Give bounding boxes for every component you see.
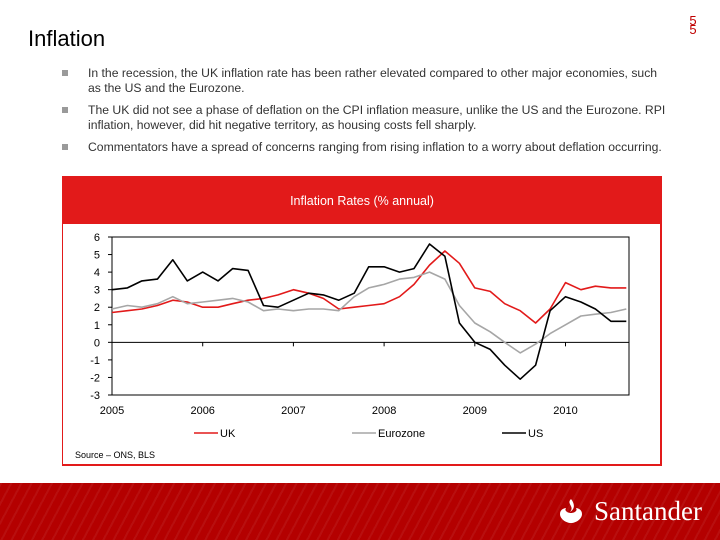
footer-band [0,483,720,540]
bullet-text: In the recession, the UK inflation rate … [88,66,658,95]
x-tick-label: 2008 [372,405,396,417]
square-bullet-icon [62,70,68,76]
chart-title: Inflation Rates (% annual) [290,194,434,208]
plot-area: -3 -2 -1 0 1 2 3 4 5 6 2005 2006 2007 2008 2009 2010 UK E… [63,224,660,464]
page-number: 5 5 [686,13,700,37]
y-tick-label: -2 [90,372,100,384]
x-tick-label: 2005 [100,405,124,417]
series-line-us [111,243,627,380]
bullet-item: In the recession, the UK inflation rate … [62,66,672,96]
y-tick-label: -3 [90,390,100,402]
santander-logo: Santander [556,495,702,527]
x-tick-label: 2007 [281,405,305,417]
x-tick-label: 2010 [553,405,577,417]
y-tick-label: 1 [94,320,100,332]
square-bullet-icon [62,144,68,150]
legend-label-uk: UK [220,428,236,440]
bullet-item: Commentators have a spread of concerns r… [62,140,672,155]
y-tick-label: 5 [94,250,100,262]
x-tick-label: 2009 [463,405,487,417]
bullet-text: The UK did not see a phase of deflation … [88,103,666,132]
santander-flame-icon [560,499,582,523]
page-title: Inflation [28,26,106,51]
source-label: Source – ONS, BLS [75,450,156,460]
bullet-item: The UK did not see a phase of deflation … [62,103,672,133]
page-number-value: 5 [689,13,697,28]
y-tick-label: 3 [94,285,100,297]
series-line-uk [111,250,627,324]
square-bullet-icon [62,107,68,113]
chart-panel: Inflation Rates (% annual) -3 -2 -1 0 1 2 3 4 5 6… [62,176,662,466]
plot-border [111,236,630,396]
series-line-eurozone [111,271,627,354]
y-tick-label: 0 [94,337,100,349]
page-number-echo: 5 [689,22,697,37]
santander-wordmark: Santander [594,495,702,526]
y-tick-label: 2 [94,302,100,314]
y-tick-label: 6 [94,232,100,244]
legend-label-eurozone: Eurozone [378,428,425,440]
x-tick-label: 2006 [190,405,214,417]
legend-label-us: US [528,428,543,440]
y-tick-label: -1 [90,355,100,367]
y-tick-label: 4 [94,267,100,279]
inflation-line-chart: -3 -2 -1 0 1 2 3 4 5 6 2005 2006 2007 2008 2009 2010 UK E… [90,232,630,440]
bullet-text: Commentators have a spread of concerns r… [88,140,662,154]
bullet-list: In the recession, the UK inflation rate … [62,66,672,162]
